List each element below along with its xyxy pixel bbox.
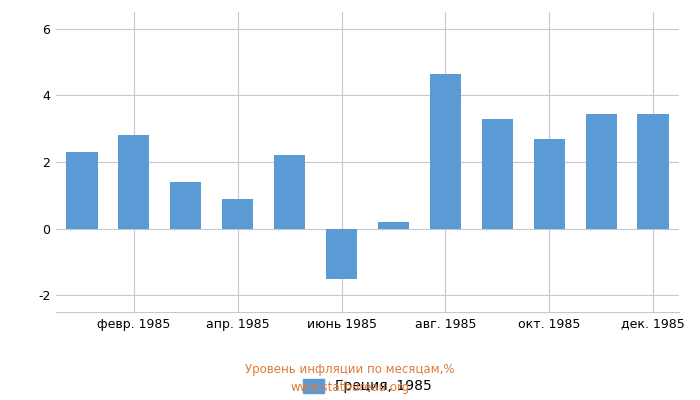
Bar <box>326 229 357 279</box>
Bar <box>533 139 565 229</box>
Text: www.statbureau.org: www.statbureau.org <box>290 382 410 394</box>
Text: Уровень инфляции по месяцам,%: Уровень инфляции по месяцам,% <box>245 364 455 376</box>
Bar <box>378 222 409 229</box>
Bar <box>66 152 97 229</box>
Bar <box>274 155 305 229</box>
Bar <box>118 135 150 229</box>
Bar <box>585 114 617 229</box>
Bar <box>482 119 513 229</box>
Bar <box>638 114 668 229</box>
Legend: Греция, 1985: Греция, 1985 <box>298 373 438 399</box>
Bar <box>222 199 253 229</box>
Bar <box>170 182 202 229</box>
Bar <box>430 74 461 229</box>
